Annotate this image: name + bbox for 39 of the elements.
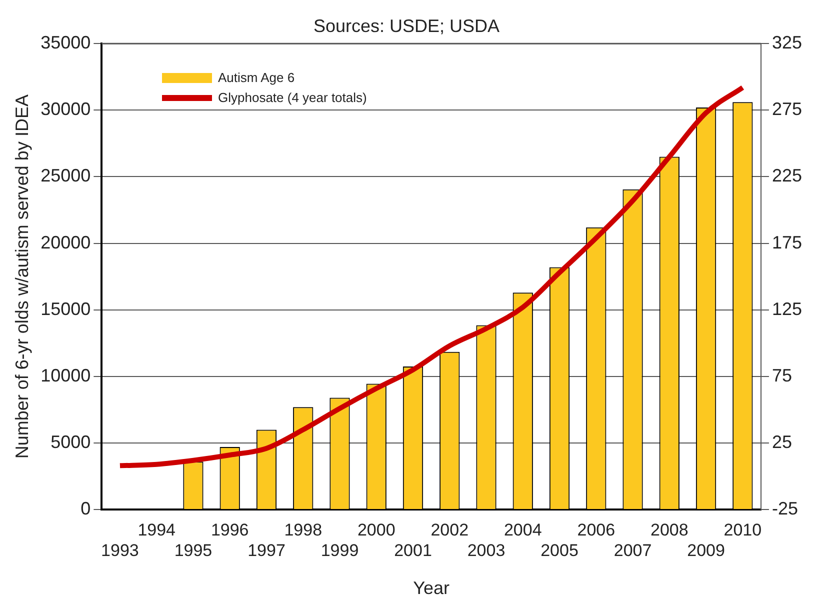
y2-tick-label: 275 — [772, 99, 802, 120]
y-tick-label: 15000 — [40, 298, 91, 319]
x-tick-label: 2001 — [394, 540, 432, 560]
y2-tick-label: 325 — [772, 32, 802, 53]
x-tick-label: 2002 — [430, 520, 469, 540]
x-tick-label: 1994 — [138, 520, 176, 540]
legend-label: Glyphosate (4 year totals) — [218, 90, 367, 105]
x-tick-label: 2003 — [467, 540, 506, 560]
y-tick-label: 0 — [80, 498, 91, 519]
x-tick-label: 2000 — [357, 520, 396, 540]
y-tick-label: 20000 — [40, 232, 91, 252]
y2-tick-label: -25 — [772, 498, 798, 519]
y2-tick-label: 225 — [772, 166, 802, 186]
x-tick-label: 2006 — [577, 520, 616, 540]
x-axis-title: Year — [413, 578, 450, 598]
x-tick-label: 2008 — [650, 520, 688, 540]
legend-label: Autism Age 6 — [218, 70, 295, 85]
x-tick-label: 1998 — [284, 520, 322, 540]
y-tick-label: 5000 — [50, 432, 91, 452]
y2-tick-label: 25 — [772, 432, 792, 452]
y2-tick-label: 125 — [772, 298, 802, 319]
y2-tick-label: 75 — [772, 365, 792, 386]
x-tick-label: 2004 — [504, 520, 542, 540]
y2-tick-label: 175 — [772, 232, 802, 252]
y-tick-label: 30000 — [40, 99, 91, 120]
x-tick-label: 1997 — [248, 540, 286, 560]
x-tick-label: 1993 — [101, 540, 139, 560]
y-tick-label: 10000 — [40, 365, 91, 386]
x-tick-label: 2010 — [724, 520, 762, 540]
y-tick-label: 25000 — [40, 166, 91, 186]
x-tick-label: 1995 — [174, 540, 212, 560]
y-axis-title: Number of 6-yr olds w/autism served by IDEA — [12, 94, 32, 459]
x-tick-label: 1999 — [320, 540, 359, 560]
x-tick-label: 2005 — [540, 540, 578, 560]
x-tick-label: 2007 — [614, 540, 652, 560]
y-tick-label: 35000 — [40, 32, 91, 53]
chart-title: Sources: USDE; USDA — [313, 16, 500, 36]
x-tick-label: 2009 — [687, 540, 725, 560]
x-tick-label: 1996 — [210, 520, 249, 540]
